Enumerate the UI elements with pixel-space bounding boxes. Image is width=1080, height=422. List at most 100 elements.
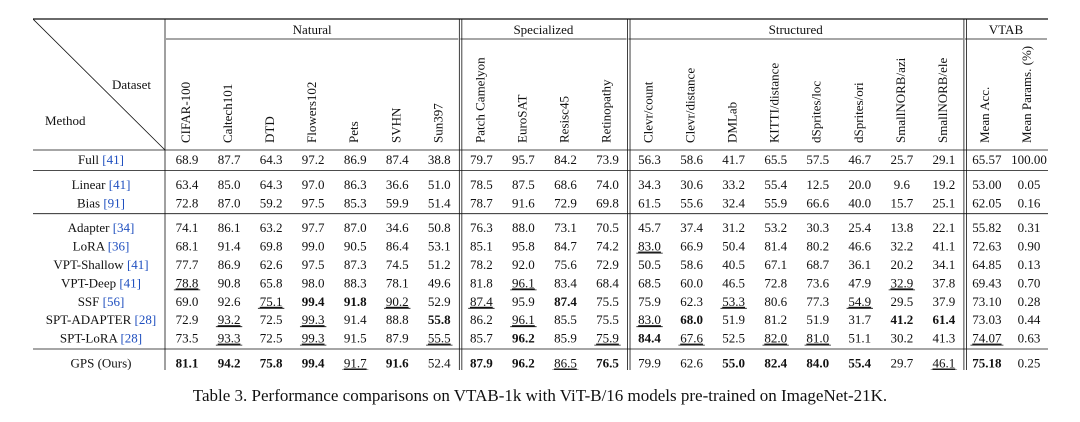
table-cell: 58.6 bbox=[680, 152, 703, 167]
table-cell: 87.0 bbox=[218, 195, 241, 210]
table-cell: 22.1 bbox=[933, 220, 956, 235]
table-cell: 32.2 bbox=[890, 239, 913, 254]
table-cell: 0.13 bbox=[1018, 257, 1041, 272]
table-cell: 73.03 bbox=[972, 312, 1001, 327]
citation-ref: [41] bbox=[99, 152, 124, 167]
table-cell: 59.9 bbox=[386, 195, 409, 210]
table-cell: 55.8 bbox=[428, 312, 451, 327]
column-header: Patch Camelyon bbox=[472, 57, 487, 143]
column-header: Caltech101 bbox=[220, 84, 235, 143]
table-cell: 55.4 bbox=[764, 177, 787, 192]
table-cell: 87.7 bbox=[218, 152, 241, 167]
table-cell: 0.90 bbox=[1018, 239, 1041, 254]
method-name: LoRA [36] bbox=[73, 239, 130, 254]
table-cell: 99.0 bbox=[302, 239, 325, 254]
citation-ref: [41] bbox=[124, 257, 149, 272]
table-cell: 20.2 bbox=[890, 257, 913, 272]
table-cell: 67.1 bbox=[764, 257, 787, 272]
table-cell: 84.0 bbox=[806, 356, 829, 371]
citation-ref: [41] bbox=[116, 275, 141, 290]
table-cell: 52.4 bbox=[428, 356, 451, 371]
table-cell: 69.43 bbox=[972, 275, 1001, 290]
table-cell: 60.0 bbox=[680, 275, 703, 290]
table-cell: 64.3 bbox=[260, 177, 283, 192]
method-name: GPS (Ours) bbox=[70, 356, 131, 371]
corner-diagonal bbox=[32, 18, 166, 151]
table-cell: 74.0 bbox=[596, 177, 619, 192]
table-cell: 68.5 bbox=[638, 275, 661, 290]
table-cell: 25.4 bbox=[848, 220, 871, 235]
table-cell: 65.5 bbox=[764, 152, 787, 167]
table-cell: 88.8 bbox=[386, 312, 409, 327]
table-cell: 81.2 bbox=[764, 312, 787, 327]
table-cell: 85.9 bbox=[554, 331, 577, 346]
table-cell: 85.5 bbox=[554, 312, 577, 327]
table-cell: 78.2 bbox=[470, 257, 493, 272]
table-cell: 72.5 bbox=[260, 331, 283, 346]
table-cell: 62.3 bbox=[680, 294, 703, 309]
table-cell: 72.8 bbox=[764, 275, 787, 290]
table-cell: 98.0 bbox=[302, 275, 325, 290]
table-cell: 13.8 bbox=[890, 220, 913, 235]
table-cell: 67.6 bbox=[680, 331, 703, 346]
method-name: Adapter [34] bbox=[68, 220, 135, 235]
table-cell: 68.1 bbox=[176, 239, 199, 254]
table-cell: 78.7 bbox=[470, 195, 493, 210]
table-cell: 70.5 bbox=[596, 220, 619, 235]
table-cell: 91.8 bbox=[344, 294, 367, 309]
table-cell: 41.2 bbox=[890, 312, 913, 327]
column-header: Flowers102 bbox=[304, 82, 319, 143]
table-cell: 78.5 bbox=[470, 177, 493, 192]
table-cell: 90.8 bbox=[218, 275, 241, 290]
citation-ref: [36] bbox=[104, 239, 129, 254]
table-cell: 86.5 bbox=[554, 356, 577, 371]
table-cell: 95.8 bbox=[512, 239, 535, 254]
column-header: CIFAR-100 bbox=[178, 82, 193, 143]
table-cell: 72.9 bbox=[554, 195, 577, 210]
method-name: VPT-Shallow [41] bbox=[53, 257, 148, 272]
table-cell: 30.2 bbox=[890, 331, 913, 346]
table-cell: 80.2 bbox=[806, 239, 829, 254]
table-cell: 56.3 bbox=[638, 152, 661, 167]
table-cell: 69.8 bbox=[260, 239, 283, 254]
column-header: Clevr/count bbox=[641, 81, 656, 143]
table-cell: 87.9 bbox=[386, 331, 409, 346]
table-cell: 91.6 bbox=[386, 356, 409, 371]
table-cell: 25.1 bbox=[933, 195, 956, 210]
table-cell: 29.1 bbox=[933, 152, 956, 167]
table-cell: 0.44 bbox=[1018, 312, 1041, 327]
table-cell: 52.9 bbox=[428, 294, 451, 309]
table-cell: 76.3 bbox=[470, 220, 493, 235]
table-cell: 51.2 bbox=[428, 257, 451, 272]
table-cell: 73.9 bbox=[596, 152, 619, 167]
table-cell: 95.9 bbox=[512, 294, 535, 309]
table-cell: 58.6 bbox=[680, 257, 703, 272]
table-cell: 87.4 bbox=[554, 294, 577, 309]
table-cell: 59.2 bbox=[260, 195, 283, 210]
table-cell: 86.4 bbox=[386, 239, 409, 254]
column-header: SVHN bbox=[388, 107, 403, 143]
table-cell: 87.0 bbox=[344, 220, 367, 235]
method-name: SPT-LoRA [28] bbox=[60, 331, 142, 346]
table-cell: 55.0 bbox=[722, 356, 745, 371]
table-cell: 85.3 bbox=[344, 195, 367, 210]
table-cell: 51.0 bbox=[428, 177, 451, 192]
table-cell: 36.1 bbox=[848, 257, 871, 272]
table-caption: Table 3. Performance comparisons on VTAB… bbox=[192, 386, 888, 405]
table-cell: 62.05 bbox=[972, 195, 1001, 210]
column-header: Clevr/distance bbox=[683, 68, 698, 143]
table-cell: 91.6 bbox=[512, 195, 535, 210]
table-cell: 66.6 bbox=[806, 195, 829, 210]
column-header: EuroSAT bbox=[514, 95, 529, 143]
table-cell: 91.7 bbox=[344, 356, 367, 371]
table-cell: 91.4 bbox=[344, 312, 367, 327]
table-cell: 20.0 bbox=[848, 177, 871, 192]
table-cell: 34.1 bbox=[933, 257, 956, 272]
table-cell: 9.6 bbox=[894, 177, 911, 192]
method-name: SPT-ADAPTER [28] bbox=[46, 312, 156, 327]
table-cell: 100.00 bbox=[1011, 152, 1047, 167]
table-cell: 0.70 bbox=[1018, 275, 1041, 290]
table-cell: 82.4 bbox=[764, 356, 787, 371]
table-cell: 34.3 bbox=[638, 177, 661, 192]
column-header: SmallNORB/azi bbox=[893, 57, 908, 143]
